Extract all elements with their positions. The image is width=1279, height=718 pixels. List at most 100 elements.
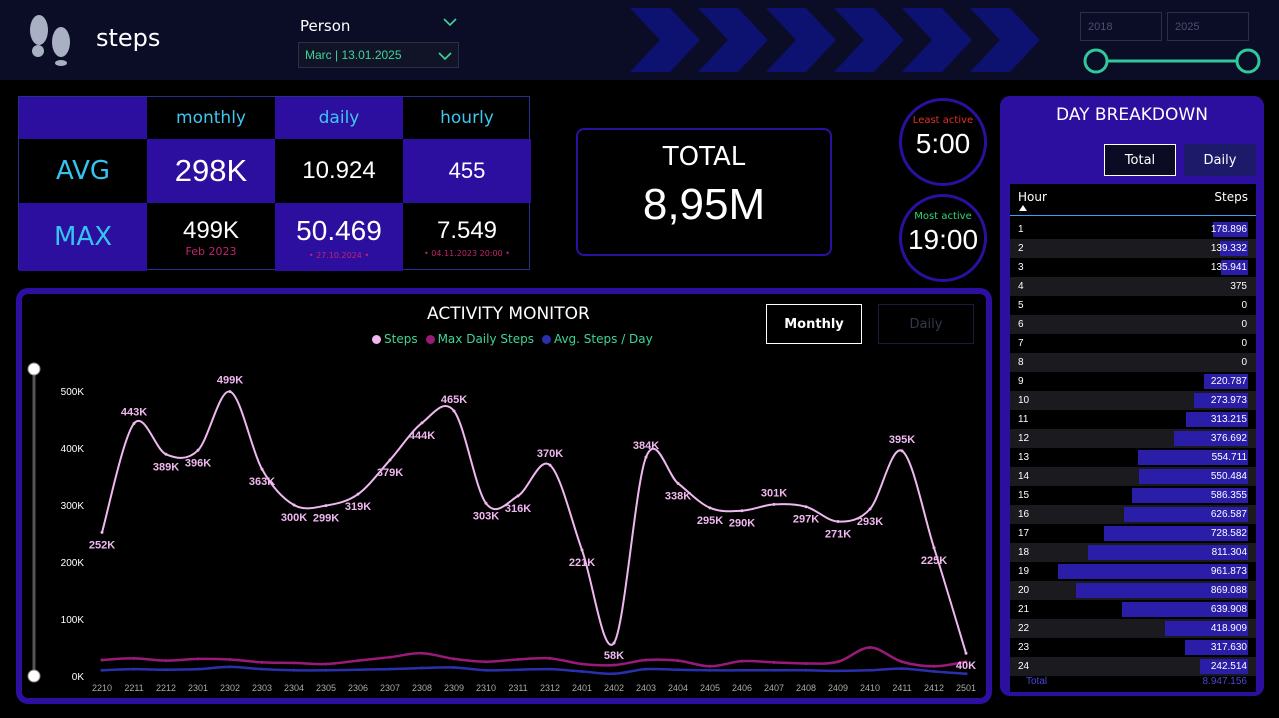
data-point[interactable] — [964, 660, 968, 664]
data-point[interactable] — [580, 548, 584, 552]
data-point[interactable] — [164, 452, 168, 456]
data-point[interactable] — [708, 506, 712, 510]
data-point[interactable] — [516, 668, 520, 672]
data-point[interactable] — [196, 657, 200, 661]
data-point[interactable] — [612, 672, 616, 676]
data-point[interactable] — [324, 504, 328, 508]
data-point[interactable] — [868, 668, 872, 672]
chevron-down-icon[interactable] — [442, 14, 458, 30]
data-point[interactable] — [484, 660, 488, 664]
data-point[interactable] — [228, 390, 232, 394]
data-point[interactable] — [164, 659, 168, 663]
data-point[interactable] — [196, 448, 200, 452]
data-point[interactable] — [548, 463, 552, 467]
data-point[interactable] — [740, 509, 744, 513]
data-point[interactable] — [484, 501, 488, 505]
data-point[interactable] — [484, 668, 488, 672]
table-row[interactable]: 16 626.587 — [1010, 505, 1256, 524]
person-select[interactable]: Marc | 13.01.2025 — [298, 42, 459, 68]
table-row[interactable]: 13 554.711 — [1010, 448, 1256, 467]
daily-toggle-button[interactable]: Daily — [1184, 144, 1256, 176]
data-point[interactable] — [612, 641, 616, 645]
data-point[interactable] — [420, 666, 424, 670]
data-point[interactable] — [676, 668, 680, 672]
data-point[interactable] — [420, 651, 424, 655]
data-point[interactable] — [292, 503, 296, 507]
data-point[interactable] — [868, 646, 872, 649]
data-point[interactable] — [388, 458, 392, 462]
data-point[interactable] — [132, 656, 136, 660]
legend-item-avg[interactable]: Avg. Steps / Day — [541, 332, 653, 346]
year-to-input[interactable]: 2025 — [1167, 12, 1249, 41]
table-row[interactable]: 21 639.908 — [1010, 600, 1256, 619]
data-point[interactable] — [868, 507, 872, 511]
data-point[interactable] — [708, 664, 712, 668]
data-point[interactable] — [836, 660, 840, 664]
data-point[interactable] — [292, 668, 296, 672]
total-button[interactable]: Total — [1104, 144, 1176, 176]
year-range-slider[interactable] — [1083, 48, 1263, 74]
data-point[interactable] — [452, 665, 456, 669]
data-point[interactable] — [676, 659, 680, 663]
data-point[interactable] — [932, 664, 936, 668]
zoom-slider-handle-bottom[interactable] — [27, 669, 41, 683]
table-row[interactable]: 19 961.873 — [1010, 562, 1256, 581]
data-point[interactable] — [964, 651, 968, 655]
data-point[interactable] — [836, 520, 840, 524]
sort-asc-icon[interactable] — [1019, 205, 1027, 211]
data-point[interactable] — [388, 655, 392, 659]
data-point[interactable] — [196, 667, 200, 671]
table-row[interactable]: 4 375 — [1010, 277, 1256, 296]
table-row[interactable]: 23 317.630 — [1010, 638, 1256, 657]
table-row[interactable]: 14 550.484 — [1010, 467, 1256, 486]
data-point[interactable] — [260, 467, 264, 471]
legend-item-max-daily[interactable]: Max Daily Steps — [425, 332, 534, 346]
data-point[interactable] — [804, 668, 808, 672]
col-header-steps[interactable]: Steps — [1214, 190, 1248, 204]
data-point[interactable] — [228, 665, 232, 669]
data-point[interactable] — [516, 657, 520, 661]
col-header-hour[interactable]: Hour — [1018, 190, 1047, 204]
data-point[interactable] — [740, 668, 744, 672]
data-point[interactable] — [548, 667, 552, 671]
data-point[interactable] — [740, 659, 744, 663]
data-point[interactable] — [900, 667, 904, 671]
data-point[interactable] — [772, 502, 776, 506]
data-point[interactable] — [804, 505, 808, 509]
table-row[interactable]: 3 135.941 — [1010, 258, 1256, 277]
data-point[interactable] — [292, 661, 296, 665]
data-point[interactable] — [164, 668, 168, 672]
monthly-button[interactable]: Monthly — [766, 304, 862, 344]
series-line-avg-steps-day[interactable] — [101, 665, 967, 676]
data-point[interactable] — [356, 659, 360, 663]
data-point[interactable] — [356, 668, 360, 672]
data-point[interactable] — [100, 530, 104, 534]
data-point[interactable] — [548, 656, 552, 660]
series-line-steps[interactable] — [101, 390, 967, 654]
data-point[interactable] — [932, 546, 936, 550]
table-row[interactable]: 10 273.973 — [1010, 391, 1256, 410]
table-row[interactable]: 1 178.896 — [1010, 220, 1256, 239]
data-point[interactable] — [676, 481, 680, 485]
series-line-max-daily-steps[interactable] — [101, 646, 967, 668]
data-point[interactable] — [100, 668, 104, 672]
year-from-input[interactable]: 2018 — [1080, 12, 1162, 41]
data-point[interactable] — [452, 657, 456, 661]
data-point[interactable] — [772, 660, 776, 664]
data-point[interactable] — [260, 660, 264, 664]
data-point[interactable] — [100, 658, 104, 662]
data-point[interactable] — [932, 669, 936, 673]
data-point[interactable] — [644, 667, 648, 671]
table-row[interactable]: 18 811.304 — [1010, 543, 1256, 562]
data-point[interactable] — [356, 492, 360, 496]
table-row[interactable]: 11 313.215 — [1010, 410, 1256, 429]
data-point[interactable] — [708, 668, 712, 672]
data-point[interactable] — [900, 660, 904, 664]
table-row[interactable]: 2 139.332 — [1010, 239, 1256, 258]
data-point[interactable] — [324, 668, 328, 672]
data-point[interactable] — [612, 663, 616, 667]
